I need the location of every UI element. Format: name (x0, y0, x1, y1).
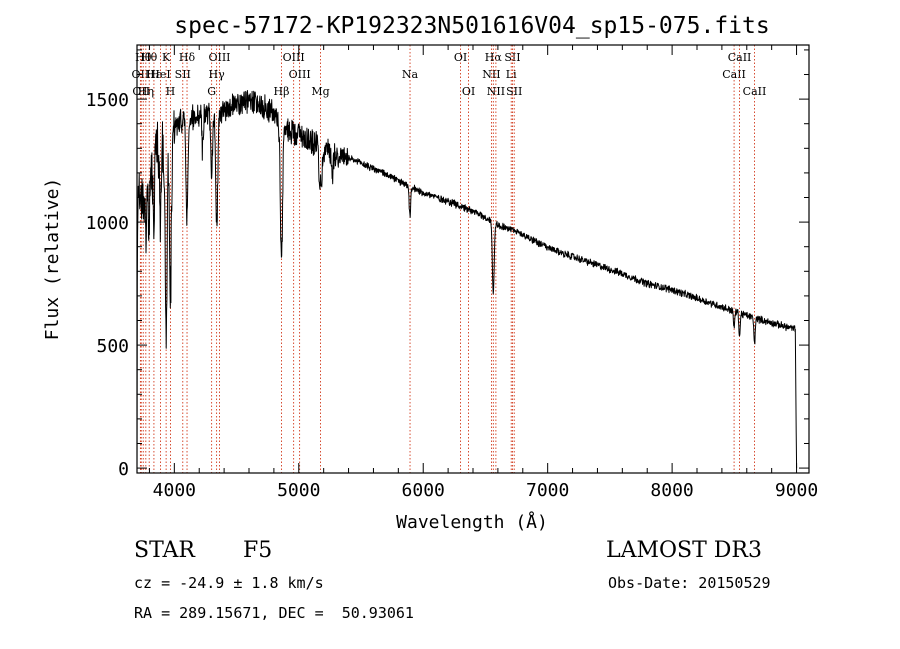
x-tick-label: 6000 (402, 480, 445, 501)
line-marker-label: H (166, 85, 176, 98)
line-marker-label: NII (487, 85, 505, 98)
line-marker-label: Hη (138, 85, 154, 98)
line-marker-label: Na (402, 68, 419, 81)
y-tick-label: 1000 (86, 213, 129, 234)
y-axis-label: Flux (relative) (42, 178, 63, 341)
line-marker-label: OIII (208, 51, 230, 64)
line-marker-label: Hθ (135, 51, 152, 64)
line-marker-label: SII (175, 68, 191, 81)
x-tick-label: 9000 (775, 480, 818, 501)
object-class: STAR (134, 538, 195, 563)
x-tick-label: 4000 (153, 480, 196, 501)
y-tick-label: 0 (118, 459, 129, 480)
line-marker-label: Mg (311, 85, 329, 98)
line-marker-label: CaII (743, 85, 767, 98)
line-marker-label: Li (506, 68, 517, 81)
object-subclass: F5 (243, 538, 273, 563)
survey-name: LAMOST DR3 (606, 538, 762, 563)
x-tick-label: 8000 (650, 480, 693, 501)
line-marker-label: K (162, 51, 171, 64)
line-marker-label: NII (482, 68, 500, 81)
line-marker-label: HeI (150, 68, 170, 81)
line-marker-label: OI (454, 51, 467, 64)
spectrum-line (136, 90, 798, 469)
line-markers: OIIOIIHθHηHθHεHeIKHSIIHδGHγOIIIHβOIIIOII… (132, 45, 767, 473)
line-marker-label: Hθ (141, 51, 158, 64)
axes: 4000 5000 6000 7000 8000 9000 0 500 1000 1500 (86, 45, 818, 501)
line-marker-label: Hγ (209, 68, 226, 81)
line-marker-label: SII (506, 85, 522, 98)
line-marker-label: CaII (722, 68, 746, 81)
chart-title: spec-57172-KP192323N501616V04_sp15-075.f… (174, 13, 769, 39)
y-tick-label: 1500 (86, 90, 129, 111)
x-tick-label: 5000 (277, 480, 320, 501)
redshift-velocity: cz = -24.9 ± 1.8 km/s (134, 574, 324, 592)
line-marker-label: Hδ (179, 51, 196, 64)
line-marker-label: OIII (289, 68, 311, 81)
line-marker-label: SII (504, 51, 520, 64)
x-axis-label: Wavelength (Å) (396, 511, 548, 533)
y-tick-label: 500 (96, 336, 129, 357)
line-marker-label: G (207, 85, 216, 98)
x-tick-label: 7000 (526, 480, 569, 501)
line-marker-label: Hε (146, 68, 162, 81)
line-marker-label: OIII (283, 51, 305, 64)
line-marker-label: Hα (485, 51, 503, 64)
line-marker-label: OI (462, 85, 475, 98)
coordinates: RA = 289.15671, DEC = 50.93061 (134, 604, 414, 622)
line-marker-label: Hβ (274, 85, 290, 98)
line-marker-label: CaII (728, 51, 752, 64)
observation-date: Obs-Date: 20150529 (608, 574, 771, 592)
plot-frame (136, 44, 810, 474)
